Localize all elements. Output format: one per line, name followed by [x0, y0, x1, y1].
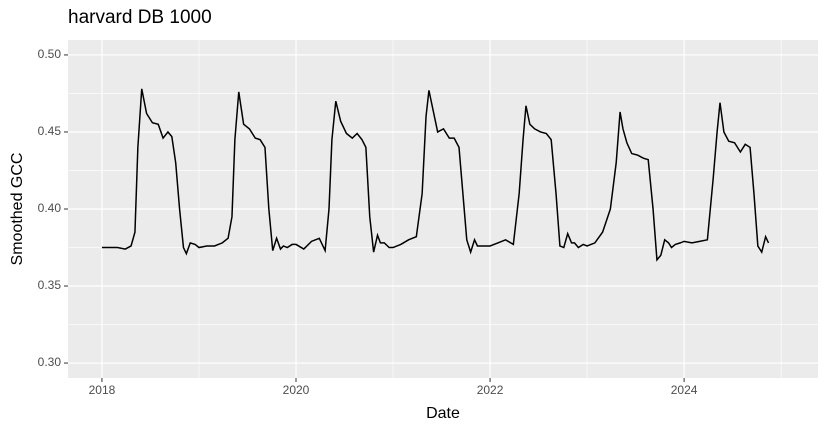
- x-tick-label: 2018: [89, 383, 116, 397]
- x-axis-title: Date: [426, 405, 460, 422]
- x-tick-label: 2020: [283, 383, 310, 397]
- y-tick-label: 0.30: [38, 355, 62, 369]
- chart-title: harvard DB 1000: [68, 7, 212, 28]
- y-axis-title: Smoothed GCC: [9, 153, 26, 266]
- y-tick-label: 0.45: [38, 124, 62, 138]
- x-tick-label: 2024: [671, 383, 698, 397]
- y-tick-label: 0.50: [38, 47, 62, 61]
- y-tick-label: 0.35: [38, 278, 62, 292]
- y-tick-label: 0.40: [38, 201, 62, 215]
- data-line: [101, 88, 770, 262]
- x-tick-label: 2022: [477, 383, 504, 397]
